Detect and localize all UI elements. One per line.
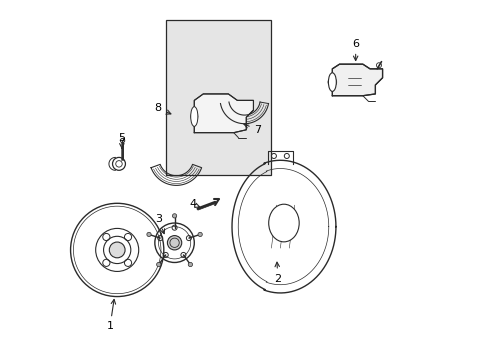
Text: 2: 2 <box>274 262 281 284</box>
Ellipse shape <box>190 107 198 126</box>
Circle shape <box>188 262 192 267</box>
Circle shape <box>109 242 125 258</box>
Circle shape <box>156 262 161 267</box>
Polygon shape <box>332 64 382 96</box>
Ellipse shape <box>328 73 336 91</box>
Text: 1: 1 <box>106 300 115 331</box>
Text: 4: 4 <box>188 199 199 210</box>
Text: 5: 5 <box>118 133 125 148</box>
Text: 8: 8 <box>154 103 170 114</box>
Circle shape <box>146 232 151 237</box>
Circle shape <box>172 214 176 218</box>
FancyBboxPatch shape <box>165 21 271 175</box>
Ellipse shape <box>268 204 299 242</box>
Polygon shape <box>194 94 253 133</box>
Circle shape <box>198 232 202 237</box>
Text: 6: 6 <box>351 39 358 60</box>
Circle shape <box>167 235 182 250</box>
Text: 3: 3 <box>155 214 164 234</box>
Text: 7: 7 <box>244 124 261 135</box>
